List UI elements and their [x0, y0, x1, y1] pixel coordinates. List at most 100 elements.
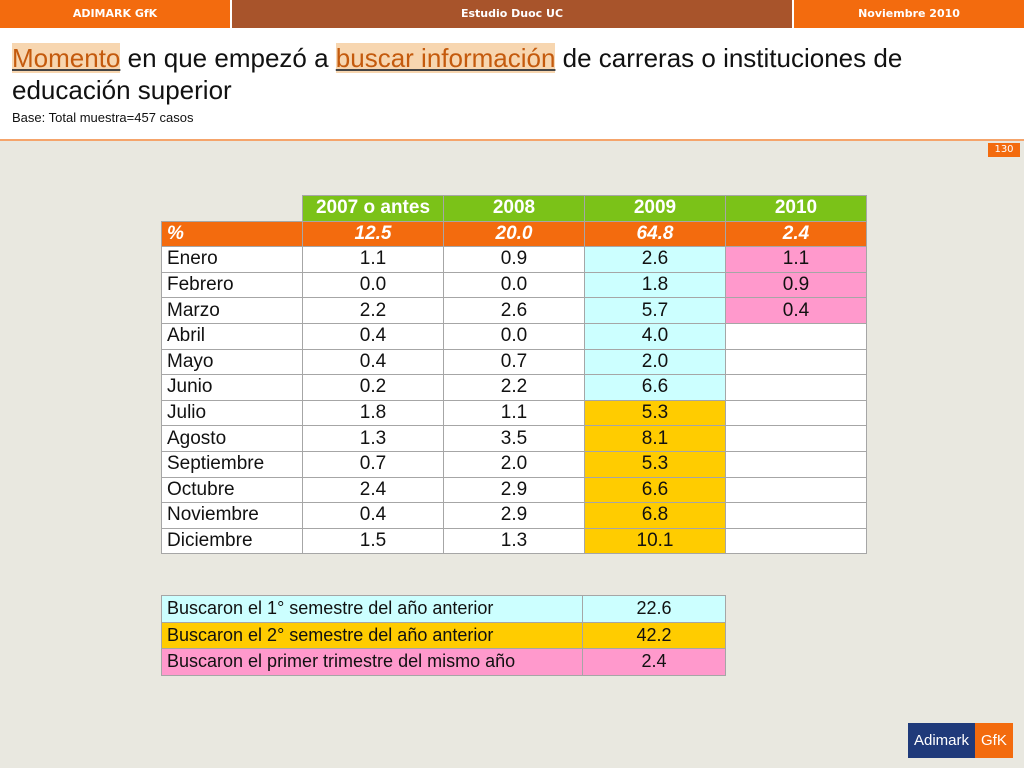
summary-row: Buscaron el 2° semestre del año anterior… [161, 621, 726, 650]
month-label: Junio [161, 374, 303, 401]
month-value: 0.7 [443, 348, 585, 376]
month-value: 2.6 [443, 297, 585, 324]
month-value [725, 322, 867, 350]
month-label: Marzo [161, 297, 303, 324]
table-row: Octubre 2.4 2.9 6.6 [161, 476, 867, 504]
month-value: 0.4 [725, 297, 867, 324]
summary-table: Buscaron el 1° semestre del año anterior… [161, 595, 726, 676]
summary-row: Buscaron el 1° semestre del año anterior… [161, 595, 726, 623]
month-value: 1.5 [302, 527, 444, 555]
month-label: Octubre [161, 476, 303, 504]
slide-header: Momento en que empezó a buscar informaci… [0, 28, 1024, 141]
month-label: Febrero [161, 271, 303, 299]
month-value: 5.7 [584, 297, 726, 324]
summary-value: 22.6 [582, 595, 726, 623]
month-value: 6.6 [584, 374, 726, 401]
header-2010: 2010 [725, 195, 867, 222]
month-value: 0.9 [443, 246, 585, 273]
table-header-row: 2007 o antes 2008 2009 2010 [162, 195, 867, 222]
month-value: 1.1 [302, 246, 444, 273]
month-value: 0.9 [725, 271, 867, 299]
top-bar-left: ADIMARK GfK [0, 0, 230, 28]
monthly-table: 2007 o antes 2008 2009 2010 % 12.5 20.0 … [161, 195, 867, 555]
summary-label: Buscaron el 1° semestre del año anterior [161, 595, 583, 623]
table-row: Enero 1.1 0.9 2.6 1.1 [161, 246, 867, 273]
summary-value: 42.2 [582, 621, 726, 650]
month-value [725, 399, 867, 427]
month-label: Noviembre [161, 502, 303, 529]
table-row: Septiembre 0.7 2.0 5.3 [161, 450, 867, 478]
month-value [725, 527, 867, 555]
month-value: 1.3 [443, 527, 585, 555]
month-value: 2.9 [443, 476, 585, 504]
logo-adimark: Adimark [908, 723, 976, 758]
month-value: 1.8 [584, 271, 726, 299]
month-value: 1.1 [443, 399, 585, 427]
table-row: Mayo 0.4 0.7 2.0 [161, 348, 867, 376]
header-blank [162, 196, 303, 222]
table-row: Agosto 1.3 3.5 8.1 [161, 425, 867, 452]
month-value: 10.1 [584, 527, 726, 555]
table-row: Diciembre 1.5 1.3 10.1 [161, 527, 867, 555]
summary-label: Buscaron el 2° semestre del año anterior [161, 621, 583, 650]
table-row: Febrero 0.0 0.0 1.8 0.9 [161, 271, 867, 299]
month-value: 6.8 [584, 502, 726, 529]
table-row: Noviembre 0.4 2.9 6.8 [161, 502, 867, 529]
month-label: Abril [161, 322, 303, 350]
month-value: 2.4 [302, 476, 444, 504]
percent-row: % 12.5 20.0 64.8 2.4 [161, 220, 867, 248]
table-row: Julio 1.8 1.1 5.3 [161, 399, 867, 427]
percent-value: 64.8 [584, 220, 726, 248]
month-value [725, 425, 867, 452]
title-text-1: en que empezó a [120, 43, 336, 73]
month-value: 4.0 [584, 322, 726, 350]
month-value [725, 476, 867, 504]
month-label: Diciembre [161, 527, 303, 555]
month-value: 2.0 [443, 450, 585, 478]
top-bar: ADIMARK GfK Estudio Duoc UC Noviembre 20… [0, 0, 1024, 28]
month-value: 1.3 [302, 425, 444, 452]
summary-value: 2.4 [582, 648, 726, 676]
month-value: 0.4 [302, 322, 444, 350]
month-value: 0.0 [443, 322, 585, 350]
month-value: 2.0 [584, 348, 726, 376]
month-value: 5.3 [584, 399, 726, 427]
adimark-gfk-logo: Adimark GfK [908, 723, 1013, 758]
summary-label: Buscaron el primer trimestre del mismo a… [161, 648, 583, 676]
month-value [725, 374, 867, 401]
percent-value: 12.5 [302, 220, 444, 248]
table-row: Abril 0.4 0.0 4.0 [161, 322, 867, 350]
header-2007: 2007 o antes [302, 195, 444, 222]
month-value: 2.2 [302, 297, 444, 324]
percent-label: % [161, 220, 303, 248]
page-number: 130 [988, 143, 1020, 157]
top-bar-center: Estudio Duoc UC [230, 0, 794, 28]
month-value: 1.8 [302, 399, 444, 427]
base-note: Base: Total muestra=457 casos [12, 110, 194, 125]
month-label: Enero [161, 246, 303, 273]
page-title: Momento en que empezó a buscar informaci… [12, 42, 1002, 106]
month-value: 3.5 [443, 425, 585, 452]
month-value: 2.2 [443, 374, 585, 401]
month-value [725, 502, 867, 529]
month-value: 2.9 [443, 502, 585, 529]
table-row: Junio 0.2 2.2 6.6 [161, 374, 867, 401]
percent-value: 20.0 [443, 220, 585, 248]
month-value [725, 450, 867, 478]
percent-value: 2.4 [725, 220, 867, 248]
month-value: 0.7 [302, 450, 444, 478]
month-label: Mayo [161, 348, 303, 376]
month-label: Julio [161, 399, 303, 427]
month-value: 6.6 [584, 476, 726, 504]
top-bar-right: Noviembre 2010 [794, 0, 1024, 28]
title-highlight-1: Momento [12, 43, 121, 73]
table-row: Marzo 2.2 2.6 5.7 0.4 [161, 297, 867, 324]
logo-gfk: GfK [975, 723, 1013, 758]
month-value: 0.4 [302, 502, 444, 529]
summary-row: Buscaron el primer trimestre del mismo a… [161, 648, 726, 676]
title-highlight-2: buscar información [335, 43, 556, 73]
header-2008: 2008 [443, 195, 585, 222]
month-value: 0.0 [443, 271, 585, 299]
month-value: 0.0 [302, 271, 444, 299]
month-value: 5.3 [584, 450, 726, 478]
